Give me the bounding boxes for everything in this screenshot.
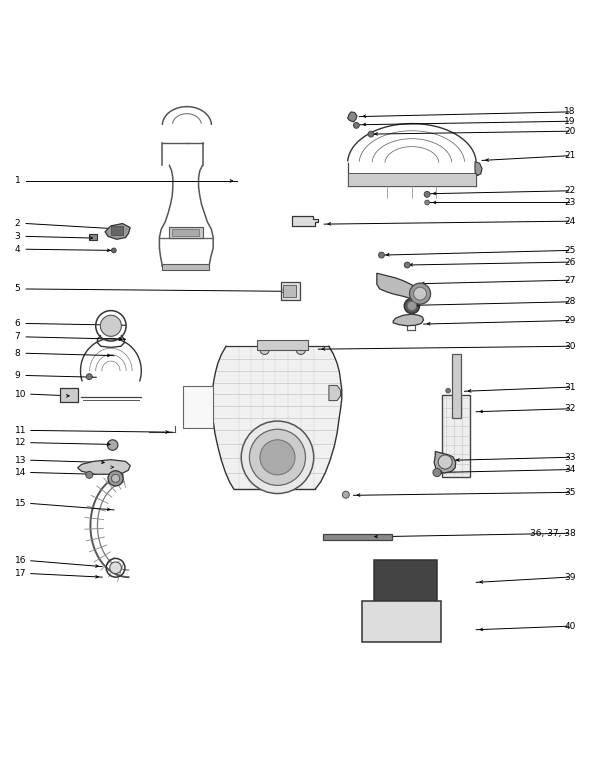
Polygon shape <box>78 460 130 474</box>
Text: 33: 33 <box>564 453 575 462</box>
Polygon shape <box>292 216 319 226</box>
Text: 36, 37, 38: 36, 37, 38 <box>530 529 575 538</box>
Circle shape <box>368 131 374 137</box>
Text: 17: 17 <box>15 569 26 578</box>
Circle shape <box>112 474 120 483</box>
Text: 4: 4 <box>15 245 20 254</box>
Circle shape <box>241 421 314 493</box>
Circle shape <box>100 315 122 337</box>
Polygon shape <box>329 386 340 401</box>
Text: 6: 6 <box>15 319 20 328</box>
Circle shape <box>433 468 441 477</box>
Bar <box>283 285 296 297</box>
Circle shape <box>404 262 410 268</box>
Text: 21: 21 <box>564 151 575 160</box>
Bar <box>172 230 199 236</box>
Bar <box>169 227 203 238</box>
Text: 18: 18 <box>564 107 575 116</box>
Polygon shape <box>475 161 482 176</box>
Text: 40: 40 <box>564 622 575 630</box>
Polygon shape <box>434 451 455 473</box>
Circle shape <box>296 345 306 354</box>
Text: 35: 35 <box>564 488 575 497</box>
Circle shape <box>407 301 417 311</box>
Text: 25: 25 <box>564 246 575 255</box>
Bar <box>162 265 209 270</box>
Text: 32: 32 <box>564 404 575 413</box>
Text: 23: 23 <box>564 198 575 207</box>
Text: 11: 11 <box>15 426 26 435</box>
Text: 28: 28 <box>564 298 575 306</box>
Text: 29: 29 <box>564 316 575 325</box>
Text: 5: 5 <box>15 285 20 294</box>
Circle shape <box>108 470 123 486</box>
Circle shape <box>409 283 431 304</box>
Bar <box>323 535 392 540</box>
Bar <box>183 386 213 428</box>
Text: 7: 7 <box>15 333 20 341</box>
Text: 26: 26 <box>564 258 575 267</box>
Text: 12: 12 <box>15 438 26 448</box>
Text: 30: 30 <box>564 342 575 351</box>
Polygon shape <box>377 273 420 299</box>
Circle shape <box>404 298 419 314</box>
Text: 1: 1 <box>15 177 20 185</box>
Circle shape <box>260 440 295 475</box>
Circle shape <box>86 374 92 379</box>
Bar <box>112 226 123 235</box>
Circle shape <box>424 191 430 197</box>
Circle shape <box>260 345 269 354</box>
Text: 9: 9 <box>15 371 20 380</box>
Circle shape <box>107 440 118 451</box>
Circle shape <box>342 491 349 498</box>
Text: 27: 27 <box>564 275 575 285</box>
Text: 14: 14 <box>15 468 26 477</box>
Circle shape <box>112 248 116 252</box>
Circle shape <box>425 200 430 205</box>
Circle shape <box>110 562 122 574</box>
Text: 3: 3 <box>15 232 20 241</box>
Text: 22: 22 <box>564 187 575 195</box>
Circle shape <box>86 471 93 478</box>
Bar <box>89 234 97 240</box>
Bar <box>451 354 461 418</box>
Bar <box>374 560 437 606</box>
Text: 2: 2 <box>15 219 20 228</box>
Bar <box>442 396 470 477</box>
Bar <box>348 173 476 186</box>
Bar <box>281 282 300 300</box>
Circle shape <box>438 455 452 469</box>
Polygon shape <box>212 347 342 489</box>
Text: 24: 24 <box>564 216 575 226</box>
Text: 39: 39 <box>564 573 575 581</box>
Circle shape <box>250 429 306 485</box>
Circle shape <box>446 389 450 393</box>
Circle shape <box>353 122 359 129</box>
Text: 10: 10 <box>15 389 26 399</box>
Polygon shape <box>393 314 424 326</box>
Text: 19: 19 <box>564 117 575 125</box>
Text: 8: 8 <box>15 349 20 358</box>
Text: 15: 15 <box>15 499 26 508</box>
Text: 31: 31 <box>564 382 575 392</box>
Circle shape <box>414 287 427 300</box>
Polygon shape <box>348 112 357 122</box>
Text: 20: 20 <box>564 127 575 135</box>
Bar <box>257 340 309 350</box>
Text: 34: 34 <box>564 465 575 474</box>
Polygon shape <box>105 223 130 239</box>
Circle shape <box>379 252 385 258</box>
Bar <box>362 601 441 642</box>
Text: 13: 13 <box>15 456 26 464</box>
Bar <box>60 389 78 402</box>
Text: 16: 16 <box>15 556 26 565</box>
